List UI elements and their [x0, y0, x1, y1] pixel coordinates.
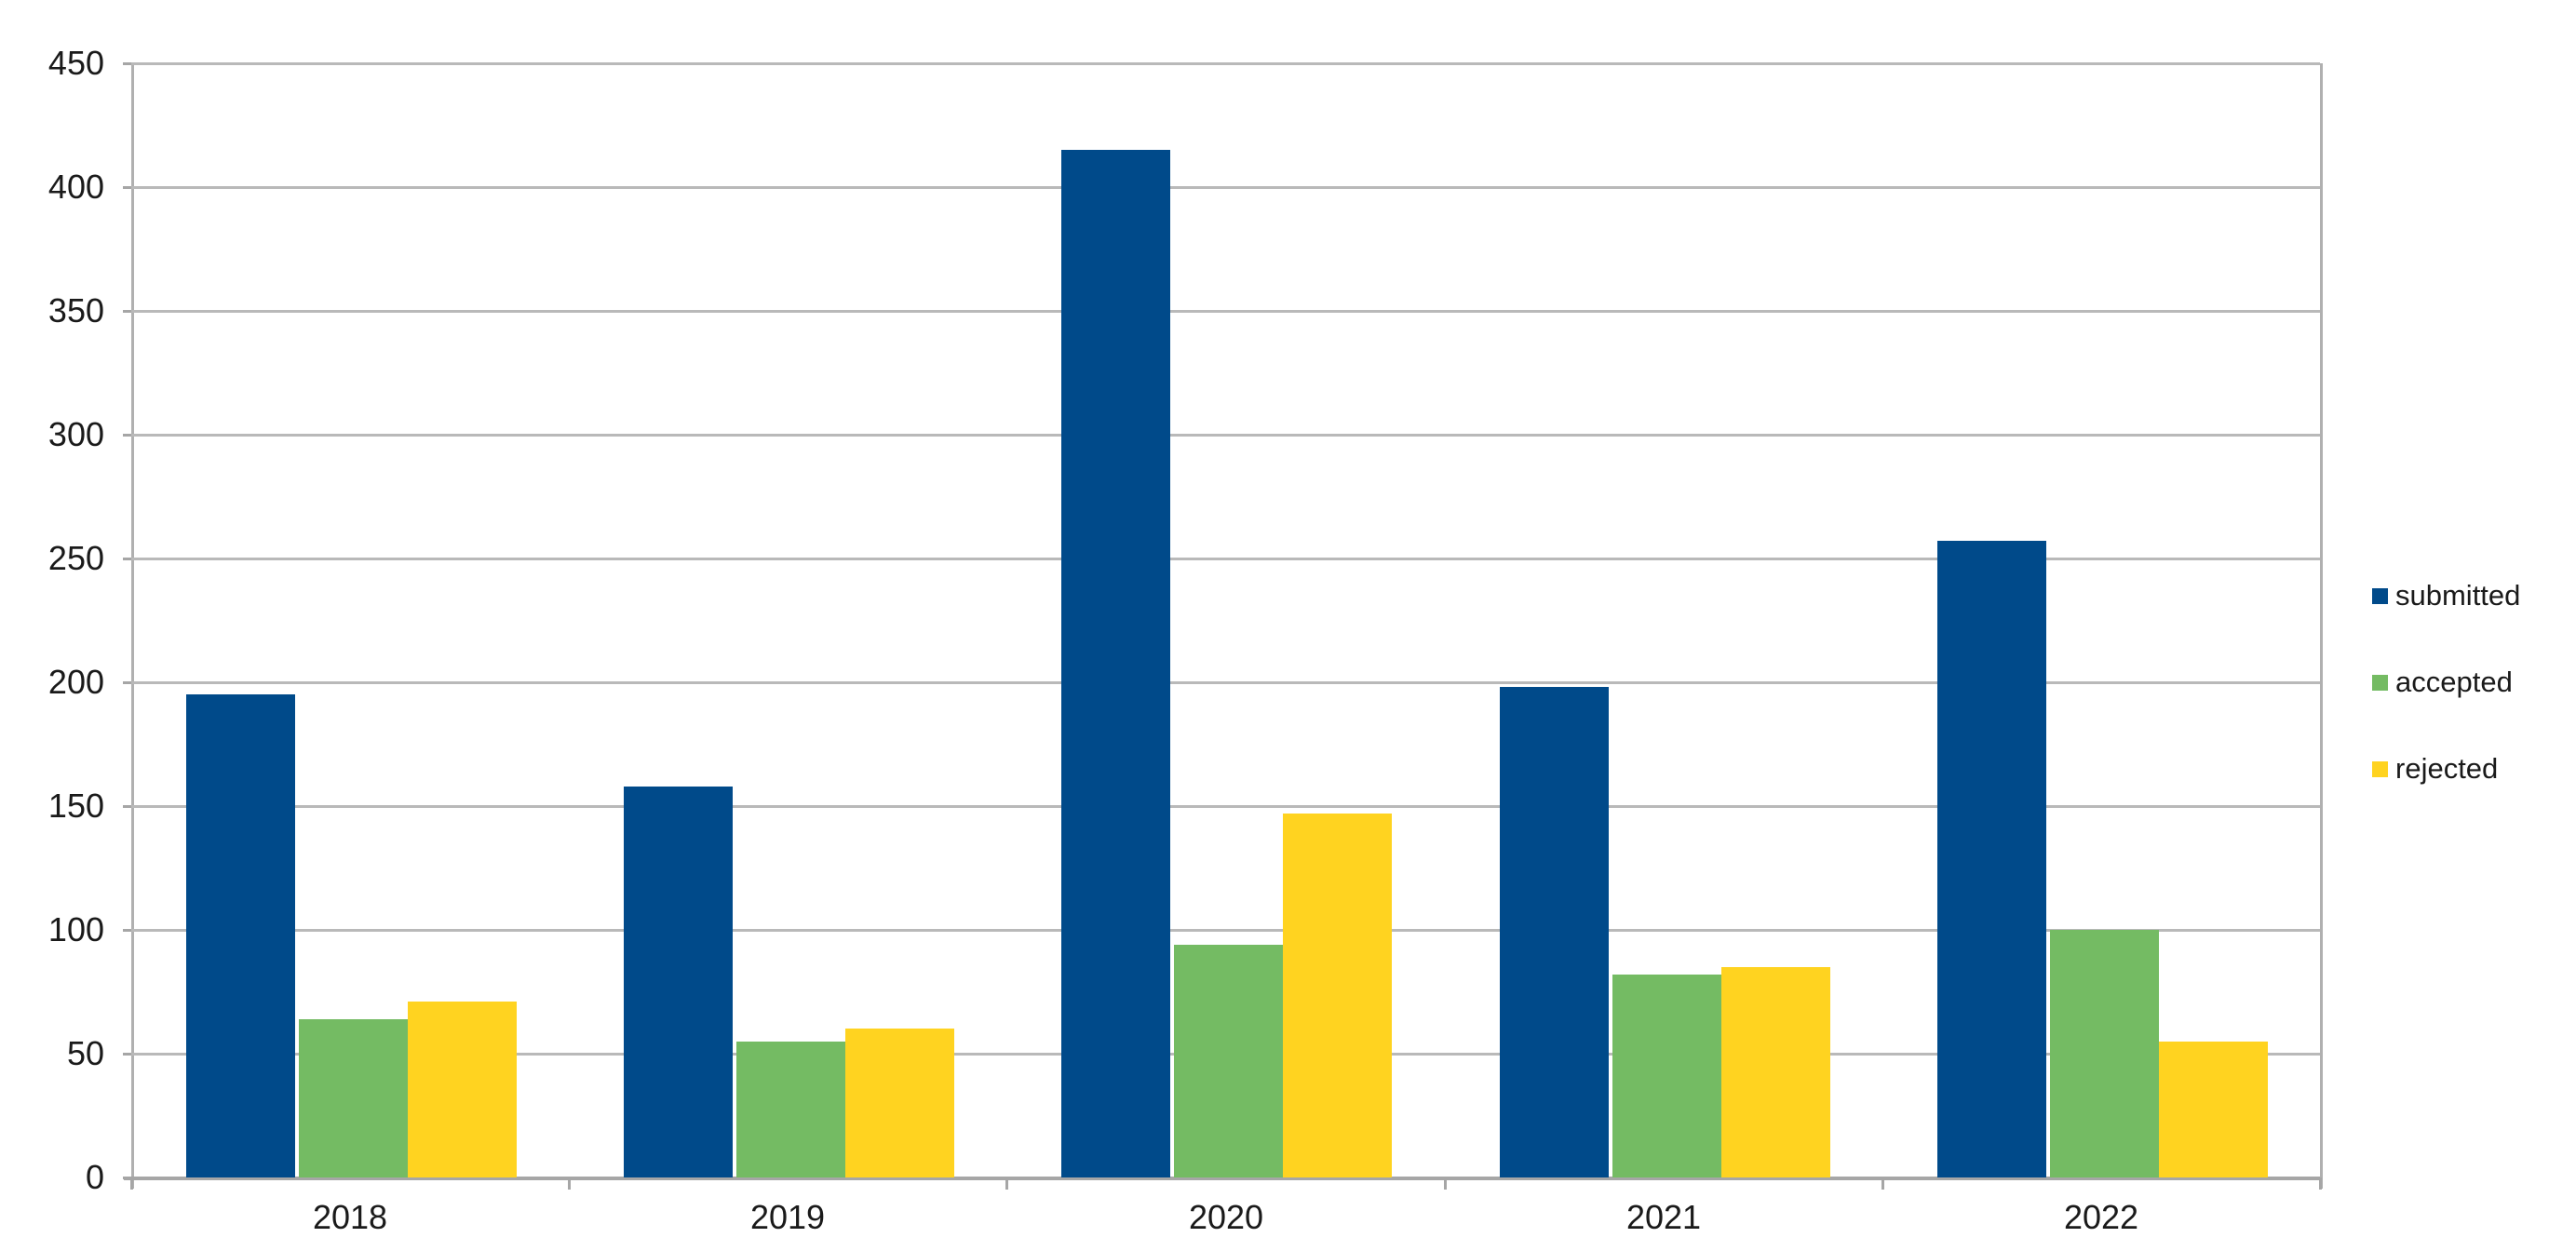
gridline-150: [131, 805, 2320, 808]
plot-right-border: [2320, 63, 2323, 1189]
y-axis-label-300: 300: [47, 415, 104, 453]
y-tick-450: [123, 62, 131, 65]
y-tick-350: [123, 310, 131, 313]
plot-area: [124, 62, 2320, 1180]
bar-rejected-2022: [2159, 1042, 2268, 1177]
bar-submitted-2021: [1500, 687, 1609, 1177]
bar-accepted-2019: [736, 1042, 845, 1177]
bar-rejected-2018: [408, 1002, 517, 1177]
x-tick-boundary-0: [130, 1177, 133, 1190]
y-axis-label-50: 50: [66, 1034, 104, 1072]
bar-submitted-2018: [186, 694, 295, 1177]
y-tick-0: [123, 1177, 131, 1179]
y-tick-200: [123, 681, 131, 684]
bar-rejected-2019: [845, 1029, 954, 1177]
legend-item-submitted: submitted: [2372, 579, 2520, 612]
x-axis-label-2019: 2019: [749, 1198, 826, 1236]
x-tick-boundary-2: [1005, 1177, 1008, 1190]
legend-label-submitted: submitted: [2395, 579, 2521, 612]
gridline-100: [131, 929, 2320, 932]
y-tick-400: [123, 186, 131, 189]
legend-swatch-submitted: [2372, 587, 2388, 604]
x-tick-boundary-3: [1444, 1177, 1447, 1190]
y-tick-300: [123, 434, 131, 437]
y-tick-100: [123, 929, 131, 932]
y-tick-50: [123, 1053, 131, 1056]
y-axis-label-200: 200: [47, 663, 104, 701]
bar-accepted-2018: [299, 1019, 408, 1177]
bar-rejected-2020: [1283, 814, 1392, 1177]
y-axis-label-400: 400: [47, 168, 104, 206]
x-axis-label-2022: 2022: [2063, 1198, 2139, 1236]
y-axis-label-450: 450: [47, 44, 104, 82]
x-tick-boundary-1: [568, 1177, 571, 1190]
bar-submitted-2022: [1937, 541, 2046, 1177]
x-tick-boundary-5: [2319, 1177, 2322, 1190]
legend-item-accepted: accepted: [2372, 666, 2513, 699]
bar-accepted-2020: [1174, 945, 1283, 1177]
y-tick-150: [123, 805, 131, 808]
y-tick-250: [123, 558, 131, 560]
gridline-200: [131, 681, 2320, 684]
gridline-300: [131, 434, 2320, 437]
bar-accepted-2021: [1612, 975, 1721, 1177]
y-axis-label-150: 150: [47, 787, 104, 825]
y-axis-label-0: 0: [85, 1158, 104, 1196]
x-tick-boundary-4: [1881, 1177, 1884, 1190]
y-axis-label-250: 250: [47, 539, 104, 577]
x-axis-label-2021: 2021: [1625, 1198, 1702, 1236]
bar-rejected-2021: [1721, 967, 1830, 1177]
bar-submitted-2020: [1061, 150, 1170, 1177]
legend-label-rejected: rejected: [2395, 752, 2499, 785]
y-axis-label-100: 100: [47, 910, 104, 948]
y-axis-label-350: 350: [47, 291, 104, 330]
gridline-450: [131, 62, 2320, 65]
x-axis-line: [124, 1177, 2320, 1180]
gridline-400: [131, 186, 2320, 189]
x-axis-label-2018: 2018: [312, 1198, 388, 1236]
legend-item-rejected: rejected: [2372, 752, 2498, 786]
gridline-350: [131, 310, 2320, 313]
bar-accepted-2022: [2050, 930, 2159, 1177]
legend-swatch-accepted: [2372, 674, 2388, 691]
gridline-250: [131, 558, 2320, 560]
legend-swatch-rejected: [2372, 760, 2388, 777]
y-axis-line: [131, 63, 134, 1189]
x-axis-label-2020: 2020: [1188, 1198, 1264, 1236]
legend-label-accepted: accepted: [2395, 666, 2513, 698]
bar-submitted-2019: [624, 787, 733, 1177]
